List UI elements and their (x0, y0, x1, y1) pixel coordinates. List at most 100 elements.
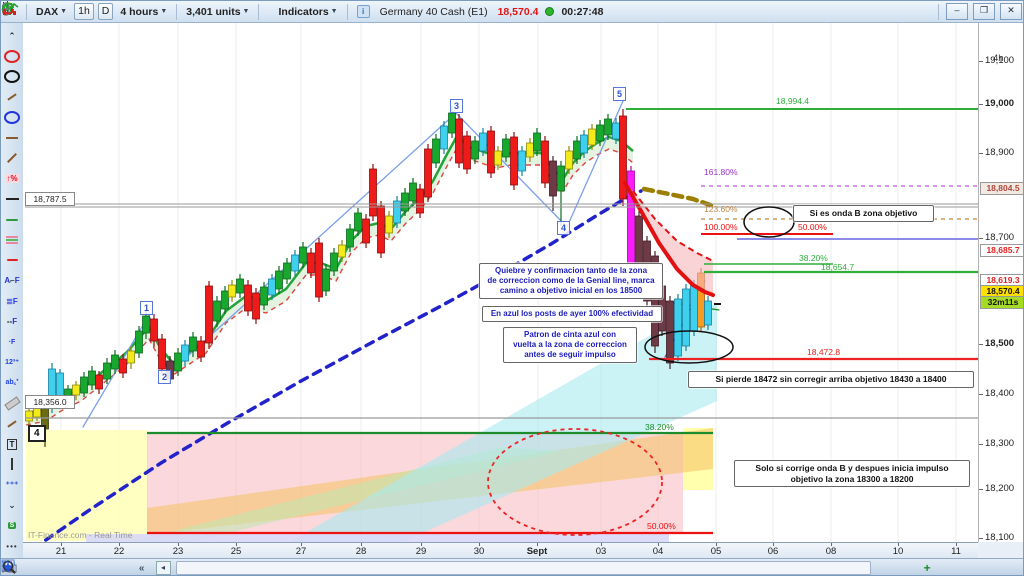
instrument-name: Germany 40 Cash (E1) (379, 5, 488, 18)
collapse-up-icon[interactable]: ⌃ (8, 30, 16, 41)
zoom-in-icon[interactable] (2, 560, 999, 576)
restore-button[interactable]: ❐ (973, 3, 995, 20)
elliott-numbers-icon[interactable]: 12³⁺ (5, 359, 19, 367)
minimize-button[interactable]: – (946, 3, 968, 20)
market-open-dot (545, 7, 555, 16)
wave-label-3[interactable]: 3 (450, 99, 464, 113)
tick-mark (956, 543, 957, 546)
wave-label-2[interactable]: 2 (158, 370, 172, 384)
tick-mark (773, 543, 774, 546)
fib-colored-icon[interactable]: ≣F (6, 296, 18, 306)
note-patron[interactable]: Patron de cinta azul con vuelta a la zona… (503, 327, 637, 363)
news-document-icon[interactable] (2, 560, 85, 576)
share-network-icon[interactable] (2, 560, 42, 576)
tick-mark (537, 543, 538, 546)
fib-small-icon[interactable]: ·F (8, 338, 16, 346)
bottom-toolbar: « ◂ + (1, 558, 1023, 576)
market-depth-icon[interactable] (3, 560, 107, 576)
horizontal-scrollbar[interactable] (176, 561, 872, 575)
segment-short-icon[interactable] (2, 88, 22, 106)
collapse-chevrons-icon[interactable]: « (138, 562, 145, 574)
separator (346, 3, 348, 20)
elliott-letters-icon[interactable]: ab꜀⁺ (5, 379, 19, 387)
timeframe-dropdown[interactable]: 4 hours ▼ (120, 5, 168, 18)
ray-red-icon[interactable] (2, 251, 22, 269)
note-onda-b[interactable]: Si es onda B zona objetivo (793, 205, 934, 222)
chevron-down-icon: ▼ (330, 8, 338, 15)
vertical-line-icon[interactable] (2, 455, 22, 473)
note-pierde[interactable]: Si pierde 18472 sin corregir arriba obje… (688, 371, 974, 388)
fib-retracement-icon[interactable] (2, 231, 22, 249)
line-diagonal-icon[interactable] (2, 149, 22, 167)
tick-mark (979, 153, 983, 154)
time-axis[interactable]: 21 22 23 25 27 28 29 30 Sept 03 04 05 06 08 10 11 (23, 542, 978, 559)
tick-mark (178, 543, 179, 546)
zoom-out-icon[interactable] (2, 560, 978, 576)
ruler-icon[interactable] (2, 394, 22, 412)
tick-mark (898, 543, 899, 546)
ellipse-blue-icon[interactable] (2, 109, 22, 127)
session-countdown: 00:27:48 (561, 5, 604, 18)
horizontal-line-green-icon[interactable] (2, 211, 22, 229)
note-quiebre[interactable]: Quiebre y confirmacion tanto de la zona d… (479, 263, 663, 299)
plus-cluster-icon[interactable]: ⁺⁺⁺ (5, 480, 19, 490)
add-green-icon[interactable]: + (923, 561, 931, 575)
fib-dashed-icon[interactable]: --F (6, 317, 18, 327)
date-label: 28 (355, 546, 367, 557)
indicators-dropdown[interactable]: Indicators ▼ (278, 5, 338, 18)
note-corrige[interactable]: Solo si corrige onda B y despues inicia … (734, 460, 970, 488)
tick-mark (979, 61, 983, 62)
fib-af-icon[interactable]: A⌐F (4, 276, 20, 286)
timeframe-daily-button[interactable]: D (97, 3, 114, 20)
more-dots-icon[interactable]: ••• (6, 541, 18, 551)
refresh-icon[interactable] (2, 2, 932, 15)
tick-mark (61, 543, 62, 546)
last-price: 18,570.4 (497, 5, 539, 18)
ellipse-black-icon[interactable] (2, 68, 22, 86)
date-label: Sept (526, 546, 548, 557)
tick-mark (658, 543, 659, 546)
text-note-icon[interactable]: T (2, 435, 22, 453)
scroll-left-button[interactable]: ◂ (155, 561, 171, 575)
units-dropdown[interactable]: 3,401 units ▼ (186, 5, 250, 18)
wave-label-1[interactable]: 1 (140, 301, 154, 315)
data-step-icon[interactable] (2, 561, 1021, 576)
price-tick-label: 18,500 (985, 338, 1015, 349)
chart-windows-icon[interactable] (1, 559, 128, 576)
window-tile-icon[interactable] (1, 559, 892, 576)
date-label: 11 (951, 546, 961, 557)
timeframe-1h-button[interactable]: 1h (74, 3, 94, 20)
collapse-down-icon[interactable]: ⌄ (8, 499, 16, 510)
symbol-dropdown[interactable]: DAX ▼ (36, 5, 68, 18)
close-button[interactable]: ✕ (1000, 3, 1022, 20)
date-label: 23 (172, 546, 184, 557)
percent-change-icon[interactable]: ↑% (5, 174, 19, 184)
note-azul[interactable]: En azul los posts de ayer 100% efectivid… (482, 306, 662, 322)
tick-mark (979, 538, 983, 539)
segment-horizontal-icon[interactable] (2, 129, 22, 147)
horizontal-line-icon[interactable] (2, 190, 22, 208)
price-axis[interactable]: 4h 19,100 19,000 18,900 18,700 18,500 18,400 1… (978, 23, 1023, 558)
ellipse-red-icon[interactable] (2, 47, 22, 65)
zoom-pan-icon[interactable] (2, 560, 956, 576)
date-label: 25 (230, 546, 242, 557)
date-label: 06 (767, 546, 779, 557)
window-cascade-icon[interactable] (1, 559, 914, 576)
info-icon[interactable]: i (354, 4, 373, 19)
price-tick-label: 18,300 (985, 438, 1015, 449)
script-green-icon[interactable]: S (7, 522, 17, 530)
chevron-down-icon: ▼ (160, 8, 168, 15)
chat-bubble-icon[interactable] (2, 561, 64, 576)
wave-label-4[interactable]: 4 (557, 221, 571, 235)
separator (938, 3, 939, 20)
tick-mark (979, 489, 983, 490)
top-toolbar: DAX ▼ 1h D 4 hours ▼ 3,401 units ▼ Indicato… (1, 1, 1023, 23)
date-label: 29 (415, 546, 427, 557)
segment2-icon[interactable] (2, 415, 22, 433)
wave-label-5[interactable]: 5 (613, 87, 627, 101)
date-label: 27 (295, 546, 307, 557)
price-tick-label: 18,400 (985, 388, 1015, 399)
price-tick-label: 19,000 (985, 98, 1015, 109)
tick-mark (361, 543, 362, 546)
tick-mark (716, 543, 717, 546)
